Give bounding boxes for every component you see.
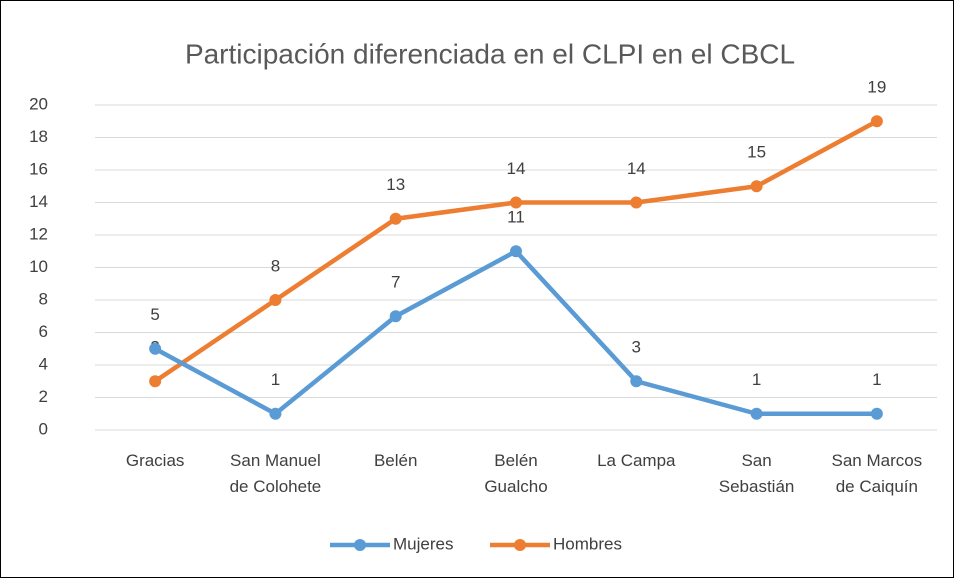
point <box>269 294 282 306</box>
point <box>630 196 643 209</box>
x-tick-label: Gracias <box>125 451 185 470</box>
data-label: 14 <box>507 159 526 178</box>
legend-label: Hombres <box>553 534 622 553</box>
x-tick-label: Belén <box>373 451 418 470</box>
data-label: 7 <box>391 273 400 292</box>
point <box>510 245 522 258</box>
point <box>870 115 883 128</box>
legend-label: Mujeres <box>393 534 453 553</box>
x-tick-label: San Manuel de Colohete <box>229 451 322 496</box>
x-tick-label: San Sebastián <box>718 451 795 496</box>
data-label: 1 <box>872 370 881 389</box>
y-tick-label: 20 <box>29 94 48 113</box>
x-tick-label: Belén Gualcho <box>484 451 548 496</box>
y-tick-label: 12 <box>29 224 48 243</box>
data-label: 13 <box>386 175 405 194</box>
data-label: 3 <box>632 338 641 357</box>
point <box>630 375 643 388</box>
y-tick-label: 16 <box>29 159 48 178</box>
data-label: 5 <box>150 305 159 324</box>
point <box>750 180 763 193</box>
y-tick-label: 0 <box>39 419 48 438</box>
point <box>149 342 162 355</box>
data-label: 11 <box>507 208 525 227</box>
point <box>750 407 763 420</box>
point <box>870 407 883 420</box>
data-label: 1 <box>752 370 761 389</box>
data-label: 8 <box>271 256 280 275</box>
legend-marker <box>514 539 526 551</box>
point <box>269 407 282 420</box>
y-tick-label: 18 <box>29 127 48 146</box>
data-label: 19 <box>867 78 886 97</box>
data-label: 1 <box>271 370 280 389</box>
y-tick-label: 2 <box>39 387 48 406</box>
x-tick-label: San Marcos de Caiquín <box>831 451 923 496</box>
y-tick-label: 6 <box>39 322 48 341</box>
data-label: 14 <box>627 159 646 178</box>
point <box>389 212 402 225</box>
y-tick-label: 14 <box>29 192 48 211</box>
point <box>510 196 522 209</box>
data-label: 15 <box>747 143 766 162</box>
legend-marker <box>354 539 366 551</box>
chart-title: Participación diferenciada en el CLPI en… <box>185 38 795 69</box>
point <box>149 375 162 388</box>
y-tick-label: 10 <box>29 257 48 276</box>
y-tick-label: 4 <box>39 354 48 373</box>
y-tick-label: 8 <box>39 289 48 308</box>
point <box>389 310 402 323</box>
x-tick-label: La Campa <box>597 451 676 470</box>
